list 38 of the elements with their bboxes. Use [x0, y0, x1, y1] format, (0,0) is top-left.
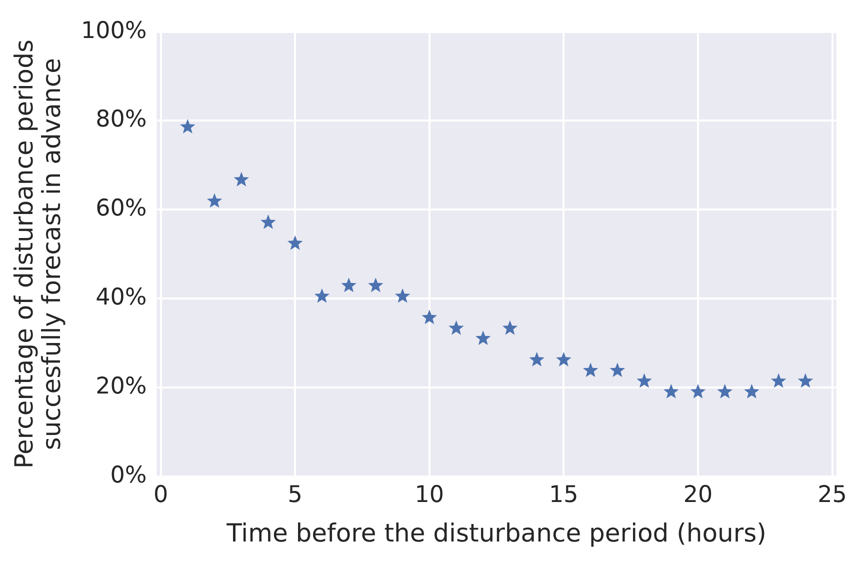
point: [798, 373, 814, 388]
point: [636, 373, 652, 388]
x-tick-label: 25: [818, 482, 847, 508]
point: [476, 330, 491, 346]
point: [502, 320, 518, 335]
point: [448, 320, 464, 335]
point: [717, 384, 732, 398]
x-axis-title: Time before the disturbance period (hours): [226, 518, 766, 548]
point: [394, 288, 410, 303]
y-tick-label: 0%: [110, 462, 147, 488]
x-tick-label: 10: [414, 482, 444, 508]
point: [206, 193, 222, 208]
y-tick-label: 20%: [96, 373, 147, 400]
point: [234, 172, 249, 186]
y-tick-label: 100%: [80, 18, 147, 44]
y-tick-label: 40%: [96, 284, 147, 311]
y-axis-title: Percentage of disturbance periods succesfully forecast in advance: [9, 40, 66, 469]
x-tick-label: 0: [153, 482, 168, 508]
point: [664, 384, 679, 398]
point: [368, 278, 384, 292]
point: [690, 384, 706, 398]
point: [529, 352, 544, 366]
x-tick-label: 15: [549, 482, 578, 508]
point: [770, 373, 786, 388]
point: [610, 362, 626, 378]
point: [582, 362, 598, 378]
x-tick-label: 5: [288, 482, 302, 508]
point: [341, 278, 356, 292]
point: [180, 118, 196, 134]
y-tick-label: 60%: [96, 196, 147, 222]
y-tick-label: 80%: [96, 106, 147, 133]
point: [556, 352, 572, 366]
point: [744, 384, 760, 398]
point: [287, 235, 303, 250]
point: [260, 214, 276, 230]
x-tick-label: 20: [683, 482, 713, 508]
point: [314, 288, 330, 303]
point: [422, 310, 437, 324]
